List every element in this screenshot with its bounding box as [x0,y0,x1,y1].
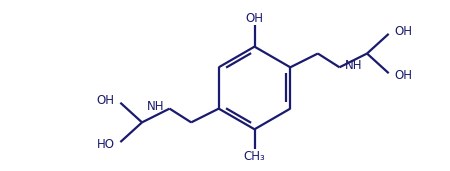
Text: OH: OH [395,69,413,82]
Text: OH: OH [96,94,114,107]
Text: NH: NH [147,100,165,113]
Text: NH: NH [344,59,362,72]
Text: HO: HO [96,137,114,150]
Text: OH: OH [395,25,413,38]
Text: OH: OH [246,12,264,25]
Text: CH₃: CH₃ [243,150,266,163]
